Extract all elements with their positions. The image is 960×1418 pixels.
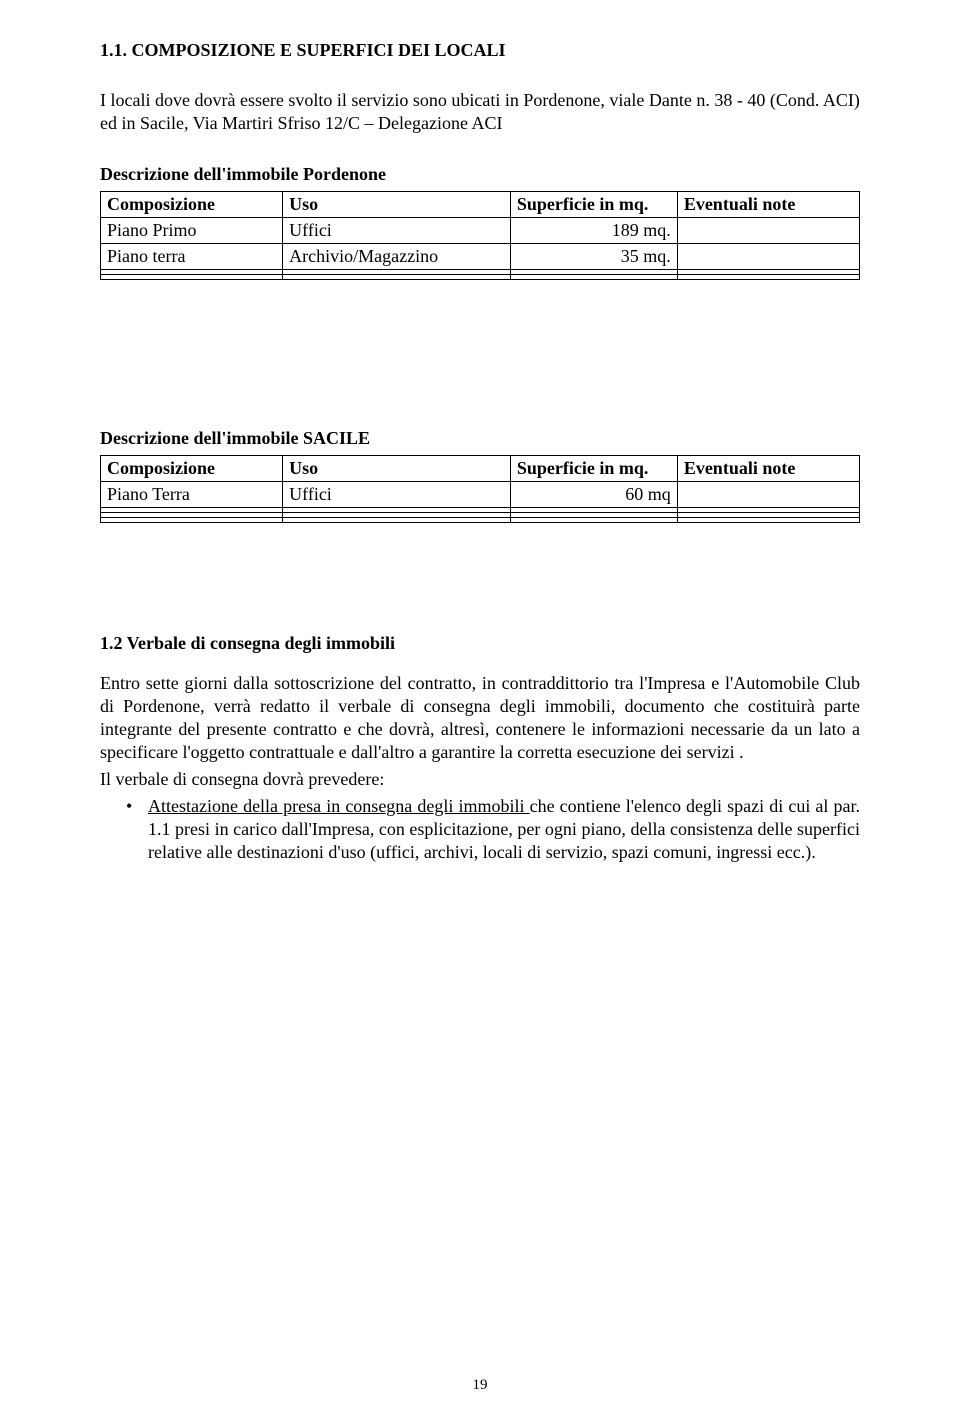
table-header-row: Composizione Uso Superficie in mq. Event…	[101, 455, 860, 481]
table-header-row: Composizione Uso Superficie in mq. Event…	[101, 191, 860, 217]
table1-cell	[677, 243, 859, 269]
table2-cell: 60 mq	[510, 481, 677, 507]
table1-cell	[677, 217, 859, 243]
table1-cell	[283, 274, 511, 279]
table2-header-2: Superficie in mq.	[510, 455, 677, 481]
table-pordenone: Composizione Uso Superficie in mq. Event…	[100, 191, 860, 280]
table1-cell	[101, 274, 283, 279]
table-row	[101, 274, 860, 279]
table-sacile: Composizione Uso Superficie in mq. Event…	[100, 455, 860, 523]
table2-cell: Piano Terra	[101, 481, 283, 507]
table2-cell	[677, 517, 859, 522]
table-row: Piano Terra Uffici 60 mq	[101, 481, 860, 507]
table1-header-3: Eventuali note	[677, 191, 859, 217]
table-row	[101, 517, 860, 522]
table1-header-1: Uso	[283, 191, 511, 217]
table2-cell	[510, 517, 677, 522]
paragraph-2: Il verbale di consegna dovrà prevedere:	[100, 768, 860, 791]
heading-1-1: 1.1. COMPOSIZIONE E SUPERFICI DEI LOCALI	[100, 40, 860, 61]
table1-cell: 189 mq.	[510, 217, 677, 243]
paragraph-1: Entro sette giorni dalla sottoscrizione …	[100, 672, 860, 764]
table2-cell	[677, 481, 859, 507]
bullet-item-1: Attestazione della presa in consegna deg…	[126, 795, 860, 864]
table1-title: Descrizione dell'immobile Pordenone	[100, 164, 860, 185]
table2-cell: Uffici	[283, 481, 511, 507]
table2-header-0: Composizione	[101, 455, 283, 481]
table1-cell	[677, 274, 859, 279]
table1-cell: 35 mq.	[510, 243, 677, 269]
heading-1-2: 1.2 Verbale di consegna degli immobili	[100, 633, 860, 654]
table2-cell	[283, 517, 511, 522]
table-row: Piano terra Archivio/Magazzino 35 mq.	[101, 243, 860, 269]
table2-title: Descrizione dell'immobile SACILE	[100, 428, 860, 449]
table1-cell: Piano terra	[101, 243, 283, 269]
bullet-list: Attestazione della presa in consegna deg…	[100, 795, 860, 864]
table2-header-1: Uso	[283, 455, 511, 481]
bullet-underlined-text: Attestazione della presa in consegna deg…	[148, 796, 530, 816]
table1-cell: Piano Primo	[101, 217, 283, 243]
table2-cell	[101, 517, 283, 522]
table1-cell: Archivio/Magazzino	[283, 243, 511, 269]
table-row: Piano Primo Uffici 189 mq.	[101, 217, 860, 243]
page-number: 19	[0, 1377, 960, 1394]
table1-cell	[510, 274, 677, 279]
table2-header-3: Eventuali note	[677, 455, 859, 481]
table1-cell: Uffici	[283, 217, 511, 243]
table1-header-0: Composizione	[101, 191, 283, 217]
table1-header-2: Superficie in mq.	[510, 191, 677, 217]
intro-paragraph: I locali dove dovrà essere svolto il ser…	[100, 89, 860, 136]
